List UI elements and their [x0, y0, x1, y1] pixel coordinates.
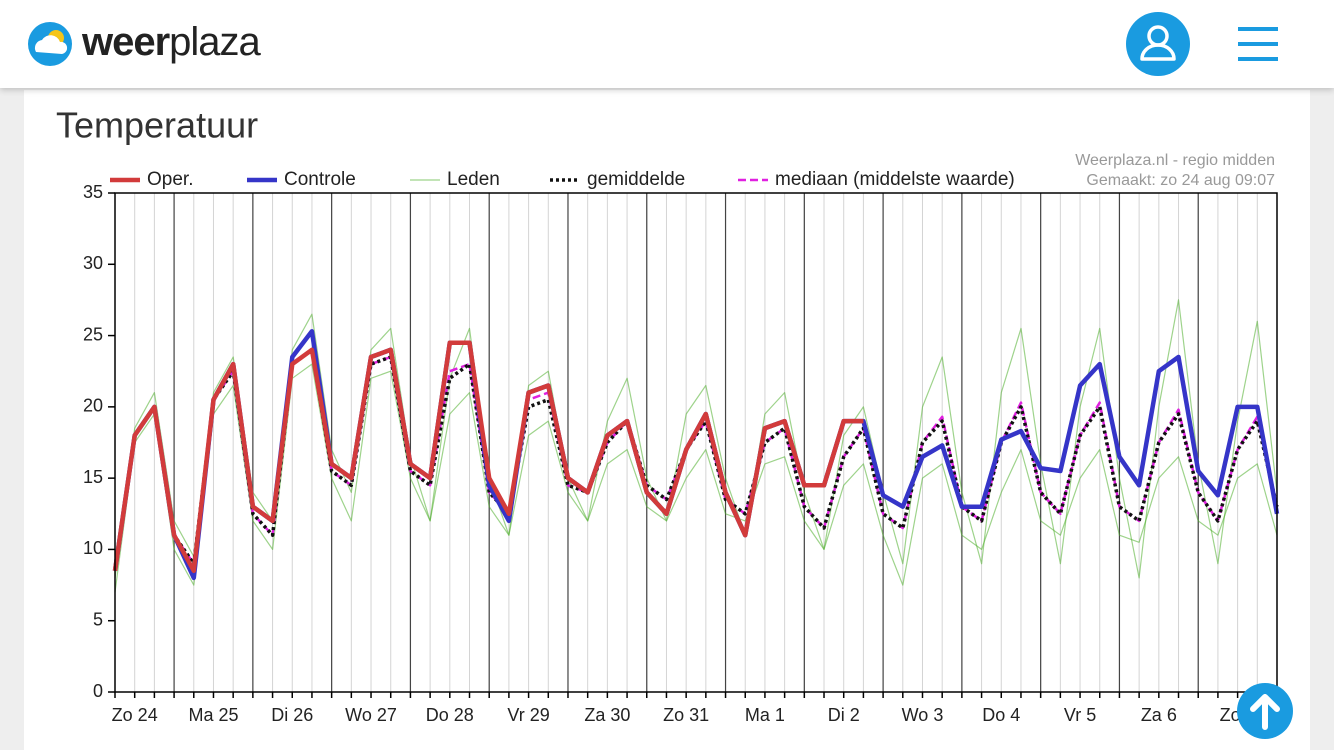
header: weerplaza: [0, 0, 1334, 88]
y-tick-label: 10: [83, 538, 103, 558]
x-tick-label: Zo 31: [663, 705, 709, 725]
x-tick-label: Do 28: [426, 705, 474, 725]
legend-label: mediaan (middelste waarde): [775, 169, 1015, 190]
legend-label: gemiddelde: [587, 169, 685, 190]
logo[interactable]: weerplaza: [82, 20, 261, 65]
source-note: Weerplaza.nl - regio midden: [1075, 152, 1275, 169]
legend-label: Oper.: [147, 169, 193, 190]
x-tick-label: Za 6: [1141, 705, 1177, 725]
y-tick-label: 30: [83, 253, 103, 273]
y-tick-label: 5: [93, 609, 103, 629]
y-tick-label: 0: [93, 681, 103, 701]
x-tick-label: Do 4: [982, 705, 1020, 725]
x-tick-label: Zo 24: [112, 705, 158, 725]
series-line: [114, 299, 1278, 579]
series-line: [114, 363, 1278, 593]
scroll-top-button[interactable]: [1235, 681, 1295, 741]
chart-title: Temperatuur: [56, 105, 258, 146]
made-note: Gemaakt: zo 24 aug 09:07: [1086, 172, 1275, 189]
logo-bold: weer: [82, 20, 170, 64]
x-tick-label: Wo 3: [902, 705, 944, 725]
x-tick-label: Za 30: [584, 705, 630, 725]
y-tick-label: 25: [83, 324, 103, 344]
series-line: [112, 329, 1280, 581]
x-tick-label: Di 2: [828, 705, 860, 725]
x-tick-label: Wo 27: [345, 705, 397, 725]
series-line: [112, 340, 864, 574]
menu-button[interactable]: [1236, 26, 1280, 62]
y-tick-label: 20: [83, 396, 103, 416]
x-tick-label: Di 26: [271, 705, 313, 725]
logo-light: plaza: [169, 20, 261, 64]
user-button[interactable]: [1125, 11, 1191, 77]
legend-label: Leden: [447, 169, 500, 190]
y-tick-label: 15: [83, 467, 103, 487]
x-tick-label: Vr 5: [1064, 705, 1096, 725]
x-tick-label: Vr 29: [507, 705, 549, 725]
x-tick-label: Ma 1: [745, 705, 785, 725]
plot-frame: [114, 192, 1278, 693]
x-tick-label: Ma 25: [188, 705, 238, 725]
legend-label: Controle: [284, 169, 356, 190]
y-tick-label: 35: [83, 182, 103, 202]
logo-icon: [28, 22, 72, 66]
